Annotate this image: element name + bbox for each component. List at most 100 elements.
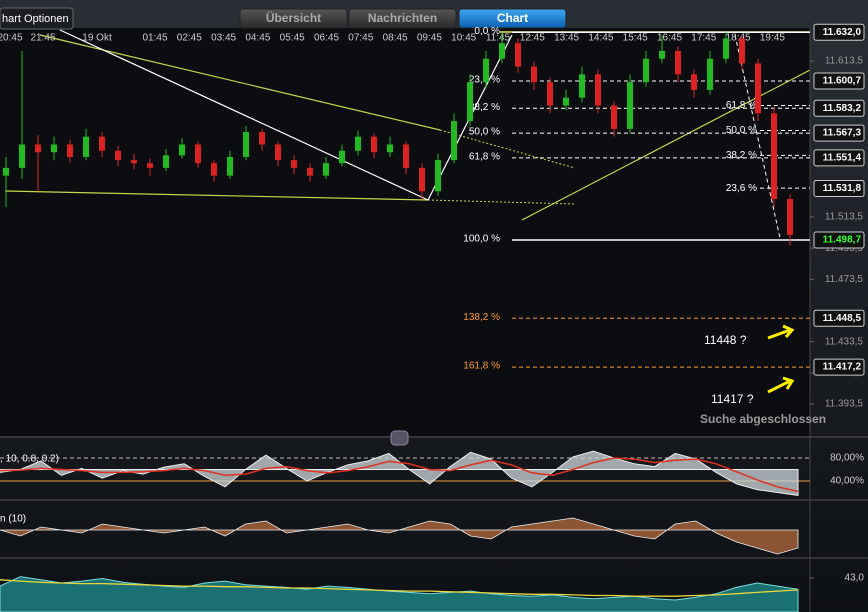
- candle-body: [419, 167, 425, 192]
- time-label: 02:45: [177, 33, 202, 44]
- candle-body: [387, 144, 393, 153]
- candle-body: [371, 136, 377, 153]
- candle-body: [611, 105, 617, 129]
- candle-body: [595, 74, 601, 106]
- y-tick-label: 11.473,5: [825, 274, 864, 285]
- price-box: [813, 358, 865, 376]
- price-box-label: 11.567,3: [823, 128, 862, 139]
- price-box-label: 11.448,5: [823, 313, 862, 324]
- fib-label: 50,0 %: [469, 127, 500, 138]
- fib-label: 38,2 %: [469, 102, 500, 113]
- price-box-label: 11.531,8: [823, 183, 862, 194]
- time-label: 06:45: [314, 33, 339, 44]
- price-box: [813, 124, 865, 142]
- tab[interactable]: [458, 8, 567, 29]
- candle-body: [483, 58, 489, 83]
- tab-label[interactable]: Nachrichten: [368, 11, 437, 25]
- y-tick-label: 11.393,5: [825, 399, 864, 410]
- candle-body: [691, 74, 697, 90]
- time-label: 13:45: [554, 33, 579, 44]
- annotation: 11448 ?: [704, 333, 747, 347]
- price-box: [813, 99, 865, 117]
- level-label: 40,00%: [830, 476, 864, 487]
- price-box-label: 11.632,0: [823, 27, 862, 38]
- candle-body: [3, 167, 9, 176]
- fib-label: 138,2 %: [463, 312, 500, 323]
- y-tick-label: 11.513,5: [825, 212, 864, 223]
- time-label: 10:45: [451, 33, 476, 44]
- candle-body: [195, 144, 201, 164]
- candle-body: [787, 199, 793, 235]
- candle-body: [755, 63, 761, 114]
- price-box: [813, 23, 865, 41]
- time-label: 16:45: [657, 33, 682, 44]
- time-label: 19:45: [760, 33, 785, 44]
- candle-body: [275, 144, 281, 161]
- annotation: 11417 ?: [711, 392, 754, 406]
- trendline: [4, 190, 429, 201]
- time-label: 20:45: [0, 33, 23, 44]
- y-tick-label: 11.613,5: [825, 56, 864, 67]
- candle-body: [243, 132, 249, 157]
- candle-body: [579, 74, 585, 98]
- fib-label: 50,0 %: [726, 125, 757, 136]
- candle-body: [643, 58, 649, 83]
- price-box-label: 11.417,2: [823, 362, 862, 373]
- candle-body: [35, 144, 41, 153]
- time-label: 19 Okt: [82, 33, 112, 44]
- tab[interactable]: [348, 8, 457, 29]
- candle-body: [163, 155, 169, 168]
- time-label: 18:45: [726, 33, 751, 44]
- candle-body: [291, 160, 297, 168]
- momentum-area: [0, 517, 799, 555]
- fib-label: 61,8 %: [726, 100, 757, 111]
- lower-line: [0, 579, 799, 597]
- candle-body: [723, 38, 729, 59]
- fib-label: 161,8 %: [463, 361, 500, 372]
- arrow: [767, 324, 795, 340]
- price-box: [813, 149, 865, 167]
- candle-body: [563, 97, 569, 106]
- trendline: [439, 129, 576, 169]
- price-box-label: 11.600,7: [823, 76, 862, 87]
- time-label: 11:45: [486, 33, 511, 44]
- candle-body: [451, 121, 457, 161]
- y-tick-label: 11.433,5: [825, 336, 864, 347]
- candle-body: [771, 113, 777, 200]
- tab-label[interactable]: Chart: [497, 11, 528, 25]
- fib-label: 38,2 %: [726, 150, 757, 161]
- price-box: [813, 309, 865, 327]
- tab-label[interactable]: Übersicht: [266, 10, 321, 25]
- candle-body: [307, 167, 313, 176]
- candle-body: [19, 144, 25, 168]
- window-title: hart Optionen: [2, 13, 69, 25]
- candle-body: [627, 82, 633, 129]
- candle-body: [227, 156, 233, 176]
- price-box-label: 11.498,7: [823, 235, 862, 246]
- price-box: [813, 72, 865, 90]
- candle-body: [179, 144, 185, 156]
- time-label: 17:45: [691, 33, 716, 44]
- fib-label: 23,6 %: [726, 183, 757, 194]
- y-tick-label: 43,0: [845, 573, 865, 584]
- time-label: 12:45: [520, 33, 545, 44]
- candle-body: [339, 150, 345, 164]
- trendline: [59, 29, 429, 201]
- fib-label: 100,0 %: [463, 234, 500, 245]
- time-label: 04:45: [245, 33, 270, 44]
- candle-body: [467, 82, 473, 122]
- tab[interactable]: [239, 8, 348, 29]
- candle-body: [659, 50, 665, 59]
- time-label: 21:45: [30, 33, 55, 44]
- time-label: 14:45: [588, 33, 613, 44]
- candle-body: [323, 163, 329, 176]
- candle-body: [131, 160, 137, 164]
- candle-body: [515, 43, 521, 67]
- fib-label: 0,0 %: [474, 26, 500, 37]
- panel-resize-handle[interactable]: [390, 430, 409, 446]
- indicator-label: n (10): [0, 514, 26, 525]
- candle-body: [99, 136, 105, 151]
- level-label: 80,00%: [830, 453, 864, 464]
